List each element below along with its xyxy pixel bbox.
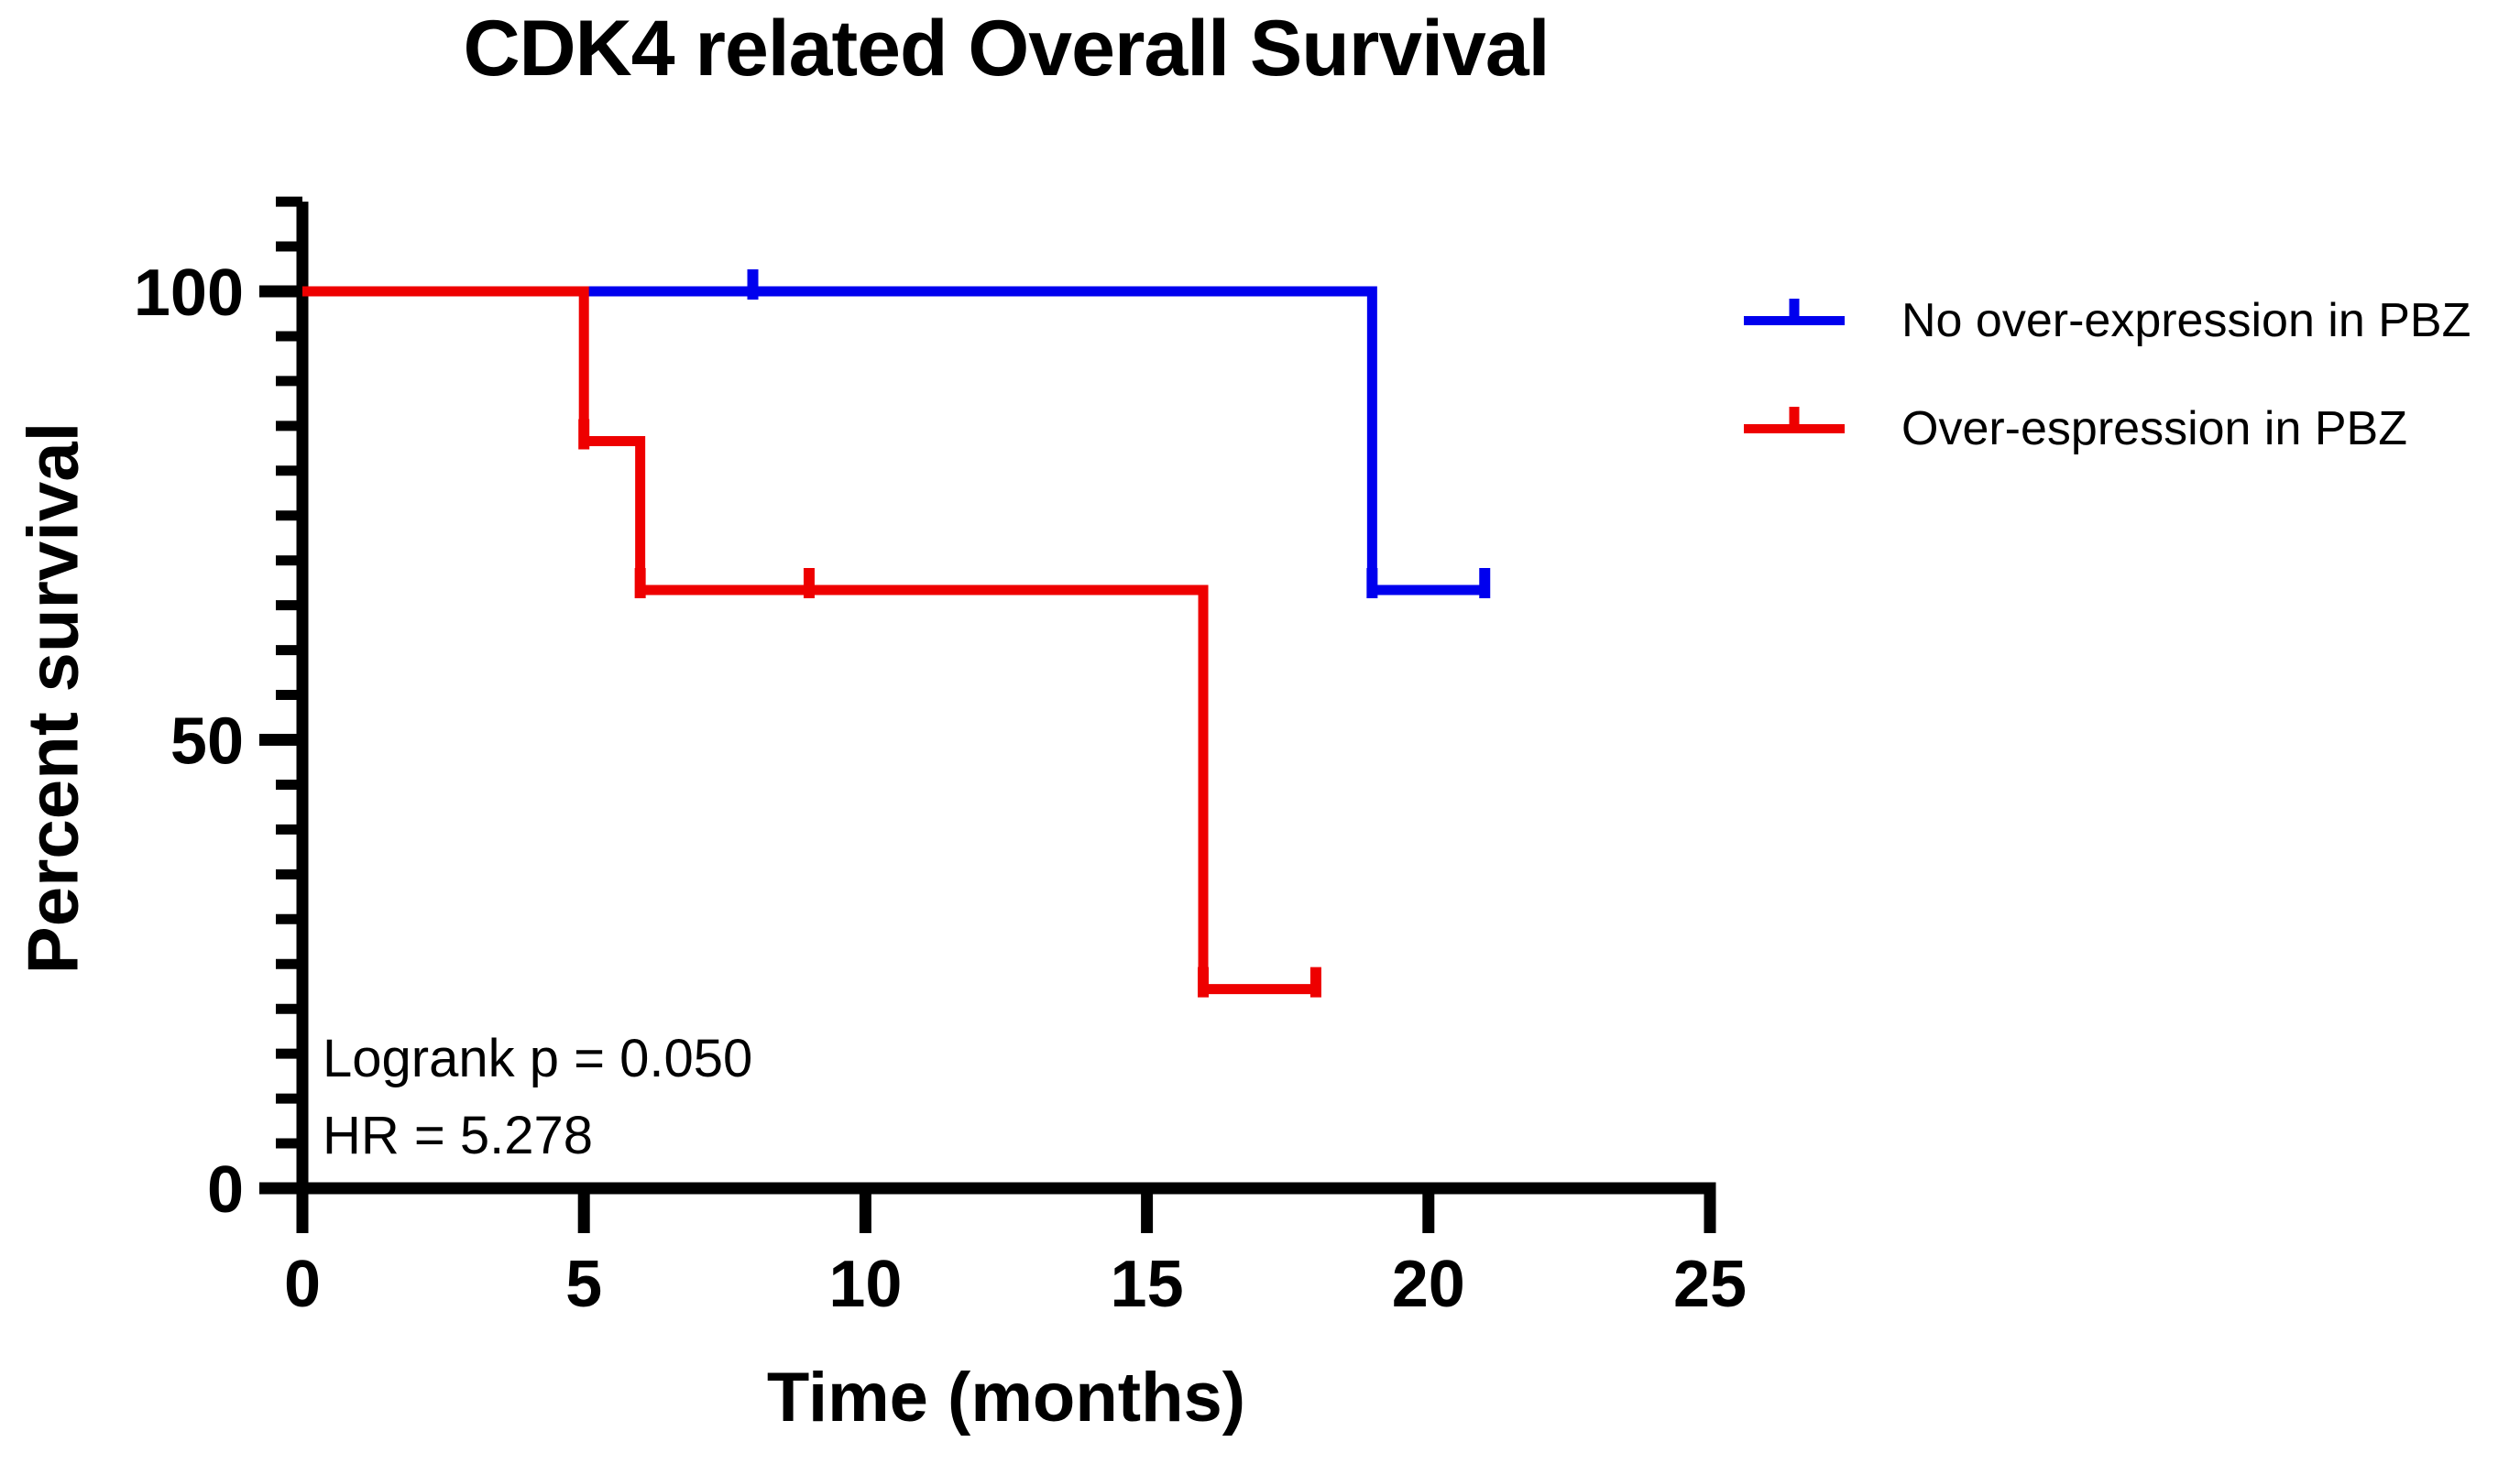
legend-label: Over-espression in PBZ [1901,402,2407,455]
hazard-ratio-annotation: HR = 5.278 [323,1106,594,1165]
survival-curve-1 [302,286,1316,995]
legend: No over-expression in PBZ Over-espression… [1744,291,2471,508]
legend-line-icon [1744,407,1845,433]
y-axis-tick-label: 50 [170,705,244,779]
legend-line-icon [1744,299,1845,325]
legend-label: No over-expression in PBZ [1901,294,2471,347]
survival-curve-0 [302,286,1485,595]
x-axis-tick-label: 25 [1673,1248,1747,1321]
x-axis-tick-label: 15 [1111,1248,1184,1321]
x-axis-tick-label: 0 [284,1248,321,1321]
chart-title: CDK4 related Overall Survival [463,5,1550,93]
logrank-p-annotation: Logrank p = 0.050 [323,1029,753,1088]
legend-row-0: No over-expression in PBZ [1744,291,2471,350]
y-axis-tick-label: 100 [134,257,244,330]
legend-row-1: Over-espression in PBZ [1744,399,2471,458]
x-axis-tick-label: 20 [1392,1248,1465,1321]
x-axis-tick-label: 10 [828,1248,902,1321]
y-axis-tick-label: 0 [207,1153,244,1227]
x-axis-label: Time (months) [766,1359,1246,1437]
x-axis-tick-label: 5 [565,1248,602,1321]
